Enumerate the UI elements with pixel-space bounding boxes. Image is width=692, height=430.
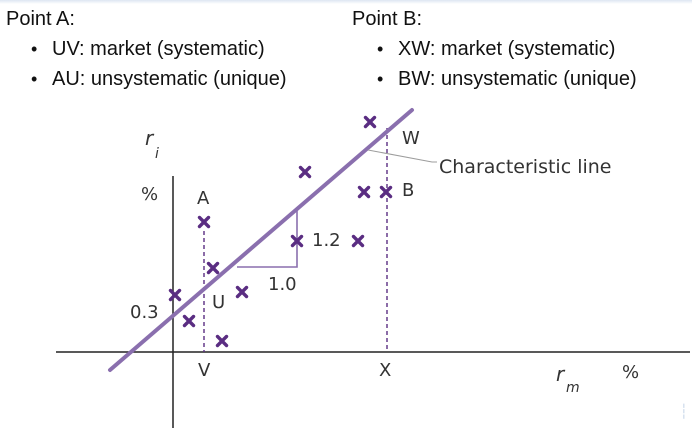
- point-a-notes: Point A: • UV: market (systematic) • AU:…: [6, 4, 287, 94]
- characteristic-line-leader: [367, 149, 437, 163]
- top-gradient-strip: [0, 0, 692, 4]
- y-axis-subscript: i: [155, 146, 159, 162]
- point-v-label: V: [198, 360, 211, 381]
- x-axis-subscript: m: [566, 380, 580, 396]
- scatter-point: [357, 185, 371, 199]
- rise-label: 1.2: [312, 230, 341, 251]
- scatter-point: [215, 334, 229, 348]
- point-b-bullet-systematic-text: XW: market (systematic): [398, 38, 616, 60]
- slope-triangle: [237, 210, 298, 268]
- scatter-markers: [168, 115, 393, 348]
- scatter-point: [298, 165, 312, 179]
- run-label: 1.0: [268, 274, 297, 295]
- x-axis-unit: %: [622, 362, 639, 383]
- point-a-bullet-unsystematic-text: AU: unsystematic (unique): [52, 68, 287, 90]
- point-b-notes: Point B: • XW: market (systematic) • BW:…: [352, 4, 637, 94]
- scatter-point: [168, 288, 182, 302]
- scatter-point: [182, 314, 196, 328]
- point-b-label: B: [402, 180, 414, 201]
- corner-decoration: ┆: [679, 403, 688, 419]
- intercept-label: 0.3: [130, 302, 159, 323]
- point-b-heading: Point B:: [352, 8, 423, 30]
- point-a-bullets: • UV: market (systematic) • AU: unsystem…: [6, 34, 287, 94]
- bullet-icon: •: [377, 39, 384, 59]
- point-a-label: A: [197, 188, 210, 209]
- point-b-bullets: • XW: market (systematic) • BW: unsystem…: [352, 34, 637, 94]
- characteristic-line: [108, 108, 414, 372]
- point-b-bullet-unsystematic: • BW: unsystematic (unique): [352, 64, 637, 94]
- scatter-point: [351, 234, 365, 248]
- point-x-label: X: [379, 360, 391, 381]
- characteristic-line-label: Characteristic line: [439, 156, 611, 178]
- y-axis-unit: %: [141, 184, 158, 205]
- point-a-heading: Point A:: [6, 8, 75, 30]
- bullet-icon: •: [31, 39, 38, 59]
- point-u-label: U: [212, 292, 225, 313]
- bullet-icon: •: [31, 69, 38, 89]
- scatter-point: [379, 185, 393, 199]
- point-a-bullet-systematic: • UV: market (systematic): [6, 34, 287, 64]
- scatter-point: [206, 261, 220, 275]
- bullet-icon: •: [377, 69, 384, 89]
- point-a-bullet-unsystematic: • AU: unsystematic (unique): [6, 64, 287, 94]
- point-b-bullet-unsystematic-text: BW: unsystematic (unique): [398, 68, 637, 90]
- scatter-point: [363, 115, 377, 129]
- point-b-bullet-systematic: • XW: market (systematic): [352, 34, 637, 64]
- scatter-point: [197, 215, 211, 229]
- point-w-label: W: [402, 128, 420, 149]
- x-axis-label: r: [556, 362, 566, 386]
- scatter-point: [290, 234, 304, 248]
- scatter-point: [235, 285, 249, 299]
- y-axis-label: r: [145, 126, 155, 150]
- point-a-bullet-systematic-text: UV: market (systematic): [52, 38, 265, 60]
